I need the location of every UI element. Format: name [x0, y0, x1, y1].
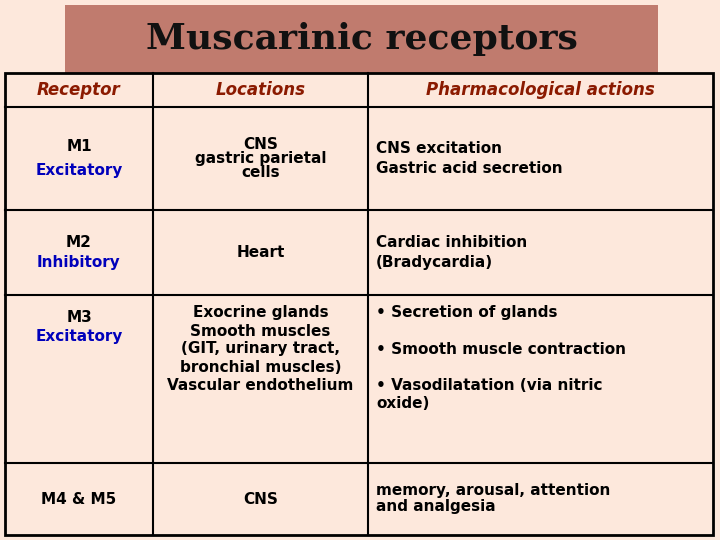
Text: Muscarinic receptors: Muscarinic receptors — [145, 22, 577, 56]
Text: • Smooth muscle contraction: • Smooth muscle contraction — [376, 341, 626, 356]
Text: oxide): oxide) — [376, 395, 429, 410]
Text: M1: M1 — [66, 139, 92, 154]
Text: (Bradycardia): (Bradycardia) — [376, 255, 493, 270]
Text: CNS: CNS — [243, 137, 278, 152]
Bar — [5, 73, 713, 535]
Text: M3: M3 — [66, 309, 92, 325]
Text: • Vasodilatation (via nitric: • Vasodilatation (via nitric — [376, 377, 603, 393]
Text: cells: cells — [241, 165, 280, 180]
Text: Smooth muscles: Smooth muscles — [190, 323, 330, 339]
Text: M2: M2 — [66, 235, 92, 250]
Text: Heart: Heart — [236, 245, 284, 260]
Text: and analgesia: and analgesia — [376, 500, 495, 515]
Text: Exocrine glands: Exocrine glands — [193, 306, 328, 321]
Text: Inhibitory: Inhibitory — [37, 255, 121, 270]
Text: Cardiac inhibition: Cardiac inhibition — [376, 235, 527, 250]
Text: Excitatory: Excitatory — [35, 329, 122, 345]
Text: gastric parietal: gastric parietal — [194, 151, 326, 166]
Text: • Secretion of glands: • Secretion of glands — [376, 306, 557, 321]
Text: Receptor: Receptor — [37, 81, 121, 99]
Text: Vascular endothelium: Vascular endothelium — [167, 377, 354, 393]
Text: memory, arousal, attention: memory, arousal, attention — [376, 483, 611, 498]
Text: Pharmacological actions: Pharmacological actions — [426, 81, 655, 99]
Text: M4 & M5: M4 & M5 — [41, 491, 117, 507]
Text: Excitatory: Excitatory — [35, 163, 122, 178]
Text: CNS excitation: CNS excitation — [376, 141, 502, 156]
Bar — [65, 5, 658, 73]
Text: Gastric acid secretion: Gastric acid secretion — [376, 161, 562, 176]
Text: CNS: CNS — [243, 491, 278, 507]
Text: bronchial muscles): bronchial muscles) — [180, 360, 341, 375]
Text: (GIT, urinary tract,: (GIT, urinary tract, — [181, 341, 340, 356]
Text: Locations: Locations — [215, 81, 305, 99]
